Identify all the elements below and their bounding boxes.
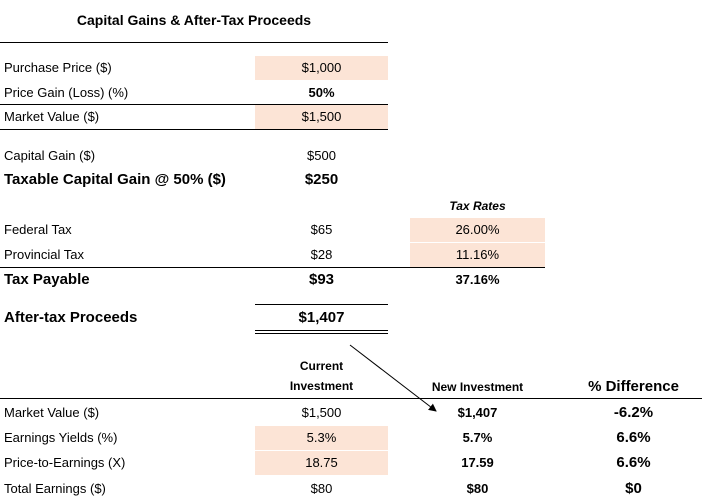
value: $250 — [304, 171, 339, 188]
label: Capital Gain ($) — [4, 148, 96, 163]
rate: 37.16% — [455, 272, 500, 287]
rule — [0, 104, 388, 105]
label: Market Value ($) — [4, 405, 100, 420]
value: 17.59 — [461, 455, 494, 470]
value: 6.6% — [616, 429, 651, 446]
value: $0 — [625, 480, 642, 497]
label: Provincial Tax — [4, 247, 84, 262]
value: $93 — [308, 271, 335, 288]
rate: 11.16% — [410, 243, 545, 267]
value: $65 — [310, 222, 333, 237]
title: Capital Gains & After-Tax Proceeds — [76, 12, 312, 28]
value: $80 — [310, 481, 333, 496]
value: 5.7% — [462, 430, 493, 445]
label: After-tax Proceeds — [4, 309, 138, 326]
value: $28 — [310, 247, 333, 262]
value: $1,407 — [457, 405, 498, 420]
label: Tax Payable — [4, 271, 90, 288]
label: Price Gain (Loss) (%) — [4, 85, 129, 100]
value: 6.6% — [616, 454, 651, 471]
column-header: Current Investment — [289, 359, 354, 393]
value: $80 — [466, 481, 489, 496]
tax-rates-header: Tax Rates — [449, 199, 506, 213]
label: Earnings Yields (%) — [4, 430, 118, 445]
column-header: % Difference — [588, 378, 679, 395]
value: $1,407 — [298, 309, 345, 326]
value: $1,000 — [255, 56, 388, 80]
label: Purchase Price ($) — [4, 60, 112, 75]
value: $1,500 — [255, 105, 388, 129]
rule — [255, 304, 388, 305]
value: 18.75 — [255, 451, 388, 475]
value: 5.3% — [255, 426, 388, 450]
value: $1,500 — [301, 405, 342, 420]
value: -6.2% — [613, 404, 654, 421]
rule — [255, 330, 388, 331]
value: $500 — [307, 148, 336, 163]
label: Market Value ($) — [4, 109, 100, 124]
column-header: New Investment — [431, 380, 524, 394]
rule — [0, 42, 388, 43]
rule — [0, 398, 702, 399]
label: Taxable Capital Gain @ 50% ($) — [4, 171, 226, 188]
label: Federal Tax — [4, 222, 72, 237]
rule — [0, 267, 545, 268]
rule — [255, 333, 388, 334]
label: Total Earnings ($) — [4, 481, 106, 496]
rule — [0, 129, 388, 130]
label: Price-to-Earnings (X) — [4, 455, 126, 470]
rate: 26.00% — [410, 218, 545, 242]
value: 50% — [308, 85, 335, 100]
